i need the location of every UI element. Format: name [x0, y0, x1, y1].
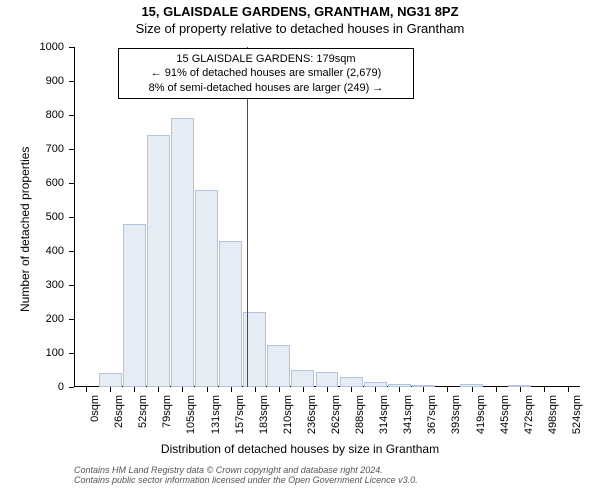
x-tick-label: 524sqm — [571, 395, 583, 434]
y-tick-label: 1000 — [0, 41, 64, 53]
x-tick-label: 26sqm — [113, 395, 125, 428]
x-tick-label: 314sqm — [378, 395, 390, 434]
y-tick-label: 100 — [0, 347, 64, 359]
x-tick-mark — [279, 387, 280, 392]
x-tick-mark — [255, 387, 256, 392]
copyright-line-2: Contains public sector information licen… — [74, 475, 600, 485]
legend-line-3: 8% of semi-detached houses are larger (2… — [125, 81, 407, 95]
legend-line-2: ← 91% of detached houses are smaller (2,… — [125, 66, 407, 80]
x-tick-label: 367sqm — [426, 395, 438, 434]
y-tick-label: 600 — [0, 177, 64, 189]
x-tick-label: 131sqm — [210, 395, 222, 434]
x-tick-mark — [520, 387, 521, 392]
x-tick-mark — [423, 387, 424, 392]
bar — [340, 377, 363, 387]
legend-line-1: 15 GLAISDALE GARDENS: 179sqm — [125, 52, 407, 66]
x-tick-mark — [158, 387, 159, 392]
x-tick-label: 0sqm — [89, 395, 101, 422]
y-tick-mark — [69, 149, 74, 150]
y-tick-mark — [69, 115, 74, 116]
y-tick-label: 400 — [0, 245, 64, 257]
x-tick-label: 262sqm — [330, 395, 342, 434]
bar — [267, 345, 290, 388]
y-tick-mark — [69, 353, 74, 354]
bar — [123, 224, 146, 387]
bar — [195, 190, 218, 387]
y-tick-label: 500 — [0, 211, 64, 223]
y-tick-mark — [69, 319, 74, 320]
x-tick-mark — [351, 387, 352, 392]
x-tick-mark — [375, 387, 376, 392]
x-tick-mark — [568, 387, 569, 392]
x-tick-label: 419sqm — [475, 395, 487, 434]
x-tick-mark — [134, 387, 135, 392]
x-tick-mark — [231, 387, 232, 392]
x-tick-label: 105sqm — [185, 395, 197, 434]
bar — [99, 373, 122, 387]
copyright-notice: Contains HM Land Registry data © Crown c… — [74, 465, 600, 485]
x-tick-label: 288sqm — [354, 395, 366, 434]
x-tick-label: 498sqm — [547, 395, 559, 434]
x-tick-label: 445sqm — [499, 395, 511, 434]
y-tick-label: 300 — [0, 279, 64, 291]
x-tick-mark — [399, 387, 400, 392]
y-tick-mark — [69, 183, 74, 184]
bar — [147, 135, 170, 387]
y-tick-mark — [69, 81, 74, 82]
copyright-line-1: Contains HM Land Registry data © Crown c… — [74, 465, 600, 475]
x-tick-label: 236sqm — [306, 395, 318, 434]
y-tick-label: 900 — [0, 75, 64, 87]
x-tick-mark — [182, 387, 183, 392]
y-tick-mark — [69, 387, 74, 388]
x-tick-label: 341sqm — [402, 395, 414, 434]
y-tick-mark — [69, 251, 74, 252]
legend-box: 15 GLAISDALE GARDENS: 179sqm ← 91% of de… — [118, 48, 414, 99]
page-title: 15, GLAISDALE GARDENS, GRANTHAM, NG31 8P… — [0, 4, 600, 19]
x-tick-mark — [472, 387, 473, 392]
x-tick-mark — [327, 387, 328, 392]
x-tick-label: 79sqm — [161, 395, 173, 428]
x-tick-mark — [207, 387, 208, 392]
y-tick-mark — [69, 217, 74, 218]
y-tick-label: 200 — [0, 313, 64, 325]
page-subtitle: Size of property relative to detached ho… — [0, 21, 600, 36]
x-tick-label: 210sqm — [282, 395, 294, 434]
x-tick-mark — [447, 387, 448, 392]
x-tick-mark — [86, 387, 87, 392]
bar — [219, 241, 242, 387]
y-tick-mark — [69, 285, 74, 286]
x-tick-mark — [303, 387, 304, 392]
y-tick-label: 700 — [0, 143, 64, 155]
x-tick-label: 472sqm — [523, 395, 535, 434]
bar — [171, 118, 194, 387]
y-tick-mark — [69, 47, 74, 48]
x-tick-mark — [544, 387, 545, 392]
bar — [316, 372, 339, 387]
y-tick-label: 800 — [0, 109, 64, 121]
x-tick-label: 393sqm — [450, 395, 462, 434]
x-tick-label: 157sqm — [234, 395, 246, 434]
x-tick-mark — [496, 387, 497, 392]
bar — [291, 370, 314, 387]
x-tick-label: 183sqm — [258, 395, 270, 434]
x-tick-mark — [110, 387, 111, 392]
x-axis-label: Distribution of detached houses by size … — [0, 442, 600, 456]
x-tick-label: 52sqm — [137, 395, 149, 428]
y-tick-label: 0 — [0, 381, 64, 393]
